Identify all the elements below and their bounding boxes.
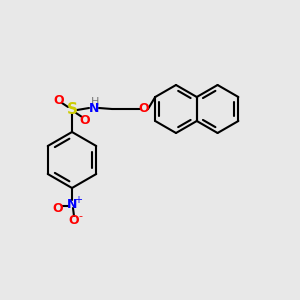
Text: N: N xyxy=(67,197,77,211)
Text: -: - xyxy=(78,211,82,221)
Text: O: O xyxy=(69,214,79,226)
Text: O: O xyxy=(53,202,63,214)
Text: H: H xyxy=(91,97,99,107)
Text: O: O xyxy=(54,94,64,106)
Text: O: O xyxy=(139,103,149,116)
Text: S: S xyxy=(67,103,77,118)
Text: +: + xyxy=(74,195,82,205)
Text: N: N xyxy=(89,101,99,115)
Text: O: O xyxy=(80,113,90,127)
